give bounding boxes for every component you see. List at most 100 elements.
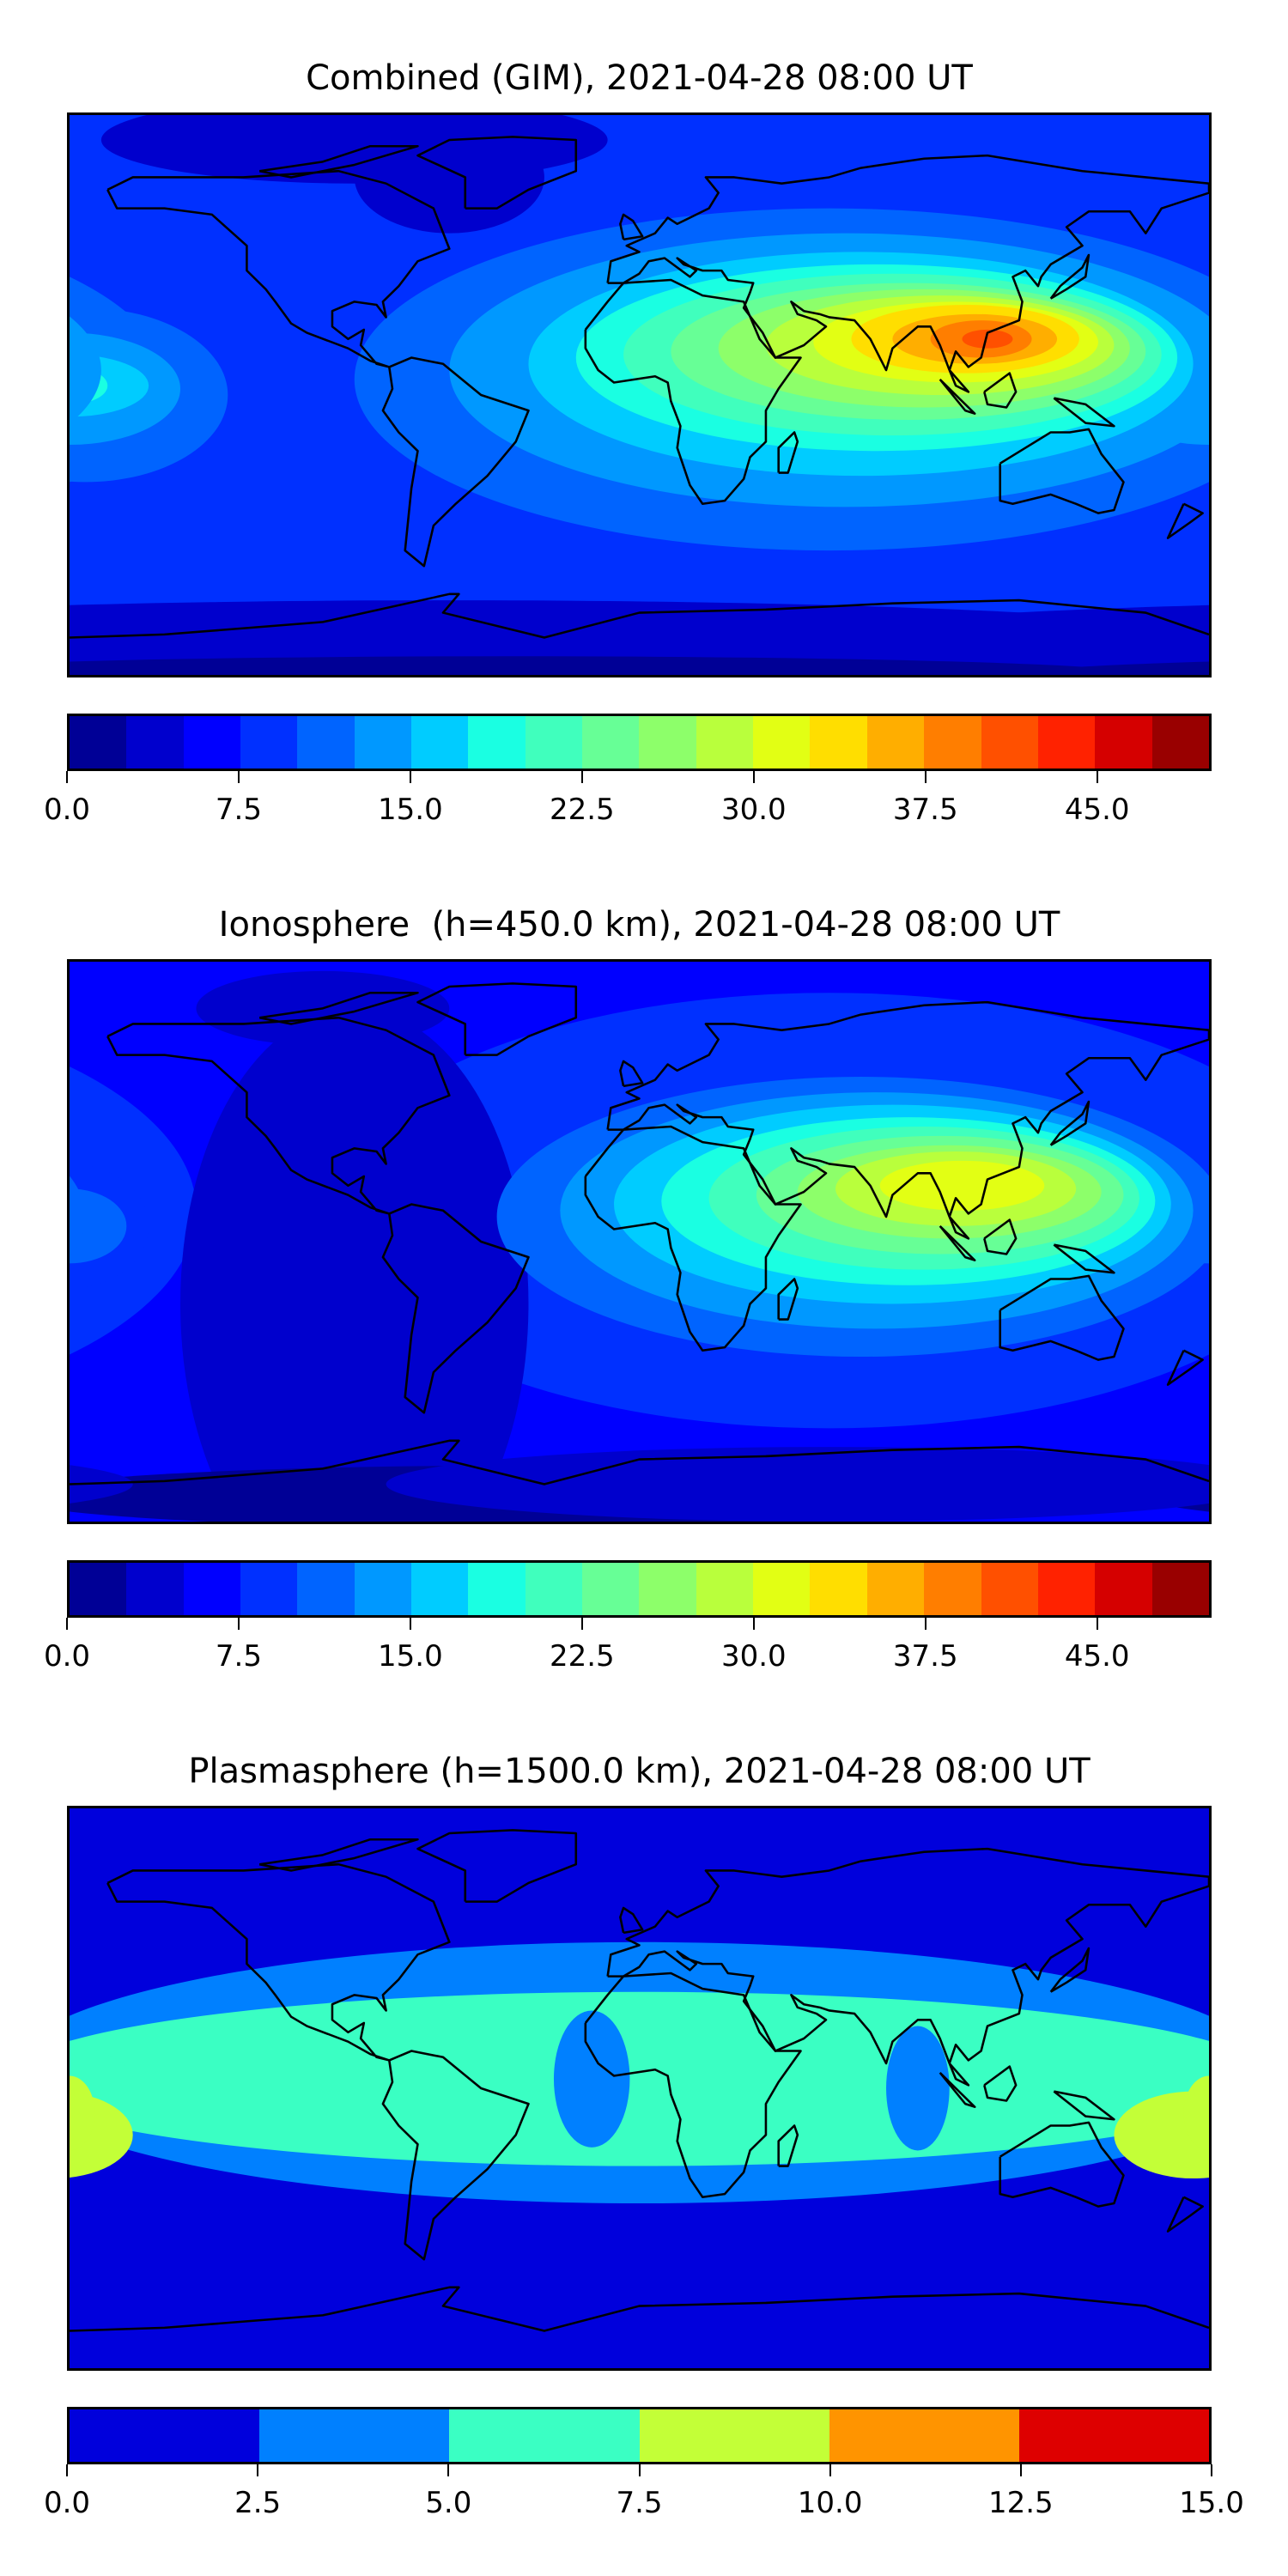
tec-map <box>67 959 1212 1524</box>
coastline-new-zealand <box>1166 2196 1204 2233</box>
colorbar-segment <box>829 2409 1019 2462</box>
colorbar-segment <box>411 1563 469 1615</box>
colorbar-segment <box>1018 2409 1210 2462</box>
colorbar-tick <box>66 1618 68 1630</box>
colorbar-segment <box>240 1563 298 1615</box>
colorbar-segment <box>866 716 925 769</box>
colorbar-segment <box>1095 716 1152 769</box>
colorbar-tick <box>752 771 755 783</box>
colorbar-tick <box>638 2464 641 2476</box>
colorbar-tick-label: 37.5 <box>892 793 958 827</box>
colorbar-segment <box>449 2409 640 2462</box>
coastline-africa <box>584 1125 802 1352</box>
colorbar-tick-label: 15.0 <box>1179 2486 1244 2520</box>
colorbar-segment <box>354 1563 412 1615</box>
colorbar-segment <box>639 2409 829 2462</box>
tec-map <box>67 1806 1212 2371</box>
coastline-eurasia <box>606 1847 1209 2087</box>
colorbar-segment <box>126 716 184 769</box>
contour-level-10 <box>70 1176 86 1258</box>
coastline-japan <box>1049 253 1091 300</box>
colorbar-segment <box>696 716 754 769</box>
colorbar-segment <box>297 1563 355 1615</box>
coastline-north-america <box>106 1016 451 1215</box>
coastline-borneo <box>983 372 1018 409</box>
coastline-sumatra <box>939 378 976 416</box>
colorbar-segment <box>240 716 298 769</box>
colorbar-tick-label: 7.5 <box>215 793 262 827</box>
coastline-arctic-islands <box>258 1838 419 1872</box>
colorbar-tick <box>580 1618 583 1630</box>
colorbar-segment <box>810 1563 867 1615</box>
colorbar-tick <box>1211 2464 1212 2476</box>
panel-title: Plasmasphere (h=1500.0 km), 2021-04-28 0… <box>188 1752 1091 1791</box>
coastline-great-britain <box>619 1060 644 1088</box>
colorbar-segment <box>639 716 696 769</box>
coastline-madagascar <box>777 431 799 474</box>
colorbar-segment <box>525 1563 583 1615</box>
coastline-borneo <box>983 2065 1018 2102</box>
colorbar-segment <box>525 716 583 769</box>
colorbar-segment <box>696 1563 754 1615</box>
coastline-new-guinea <box>1053 397 1115 428</box>
colorbar-tick <box>237 771 240 783</box>
colorbar-tick-label: 30.0 <box>720 793 787 827</box>
colorbar-segment <box>753 1563 811 1615</box>
colorbar-segment <box>582 1563 640 1615</box>
colorbar-segment <box>866 1563 925 1615</box>
colorbar-tick-label: 0.0 <box>43 1639 91 1674</box>
coastline-africa <box>584 278 802 506</box>
contour-level-40 <box>962 329 1013 349</box>
colorbar-segment <box>582 716 640 769</box>
colorbar-tick <box>752 1618 755 1630</box>
colorbar-tick-label: 12.5 <box>987 2486 1054 2520</box>
coastline-greenland <box>416 136 578 210</box>
colorbar-tick <box>829 2464 831 2476</box>
colorbar-tick <box>409 1618 411 1630</box>
contour-level-5 <box>70 1991 1209 2166</box>
coastline-north-america <box>106 1862 451 2062</box>
coastline-madagascar <box>777 2124 799 2167</box>
colorbar-segment <box>810 716 867 769</box>
colorbar-tick-label: 2.5 <box>234 2486 282 2520</box>
coastline-eurasia <box>606 154 1209 393</box>
coastline-south-america <box>381 2050 530 2261</box>
coastline-australia <box>999 1274 1125 1361</box>
colorbar-segment <box>183 1563 241 1615</box>
colorbar-segment <box>354 716 412 769</box>
colorbar-tick-label: 7.5 <box>215 1639 262 1674</box>
colorbar-segment <box>924 716 981 769</box>
coastline-south-america <box>381 356 530 568</box>
coastline-antarctica <box>70 592 1209 639</box>
contour-level-2.5 <box>354 121 544 234</box>
coastline-new-zealand <box>1166 502 1204 539</box>
colorbar <box>67 1560 1212 1618</box>
colorbar-tick-label: 0.0 <box>43 793 91 827</box>
coastline-great-britain <box>619 213 644 241</box>
contour-level-12.5 <box>70 316 101 424</box>
colorbar-tick-label: 10.0 <box>797 2486 863 2520</box>
coastline-japan <box>1049 1947 1091 1993</box>
contour-level-2.5 <box>553 2010 630 2148</box>
colorbar-segment <box>1037 716 1096 769</box>
colorbar-segment <box>1151 716 1209 769</box>
coastline-new-zealand <box>1166 1349 1204 1386</box>
coastline-new-guinea <box>1053 1243 1115 1274</box>
colorbar-segment <box>468 716 526 769</box>
colorbar <box>67 714 1212 771</box>
colorbar-tick <box>1096 771 1098 783</box>
colorbar-tick <box>924 771 927 783</box>
coastline-antarctica <box>70 1439 1209 1485</box>
colorbar-segment <box>183 716 241 769</box>
colorbar-segment <box>468 1563 526 1615</box>
colorbar-tick <box>1019 2464 1022 2476</box>
contour-level-2.5 <box>886 2026 950 2151</box>
colorbar-tick <box>409 771 411 783</box>
coastline-borneo <box>983 1218 1018 1255</box>
contour-level-2.5 <box>766 605 1209 675</box>
colorbar-segment <box>639 1563 696 1615</box>
contour-level-0 <box>70 656 1146 675</box>
colorbar-tick <box>1096 1618 1098 1630</box>
colorbar-tick <box>66 2464 68 2476</box>
colorbar-segment <box>1037 1563 1096 1615</box>
